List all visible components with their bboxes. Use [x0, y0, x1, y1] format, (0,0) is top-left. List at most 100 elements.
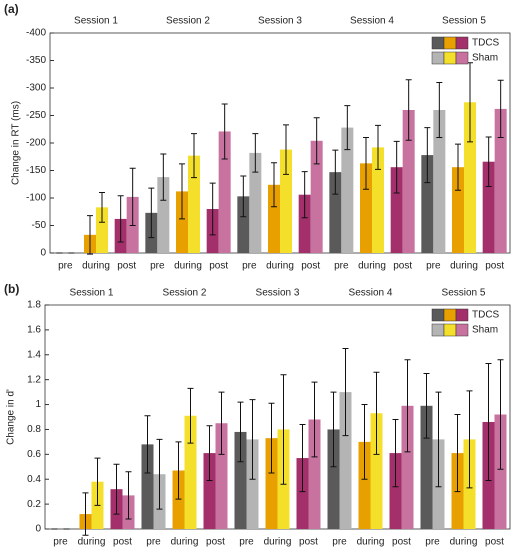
- error-bar: [237, 401, 244, 463]
- bar: [341, 127, 354, 253]
- bar: [215, 423, 228, 529]
- error-bar: [301, 171, 308, 219]
- bar: [358, 441, 371, 529]
- error-bar: [249, 399, 256, 480]
- error-bar: [221, 103, 228, 160]
- legend-swatch: [455, 36, 469, 50]
- legend-swatch: [443, 308, 457, 322]
- x-tick-label: during: [358, 261, 386, 272]
- bar: [298, 194, 311, 253]
- error-bar: [129, 167, 136, 226]
- bar: [464, 102, 476, 253]
- y-tick-label: 0.8: [27, 424, 41, 435]
- session-label: Session 3: [258, 16, 302, 27]
- session-label: Session 3: [256, 288, 300, 299]
- legend-swatch: [443, 51, 457, 65]
- bar: [157, 177, 170, 253]
- x-tick-label: pre: [239, 537, 254, 548]
- bar: [433, 110, 446, 253]
- error-bar: [466, 390, 473, 489]
- bar: [268, 184, 280, 253]
- bar: [360, 163, 372, 253]
- error-bar: [94, 457, 101, 506]
- error-bar: [240, 175, 247, 218]
- legend-label: TDCS: [472, 38, 500, 49]
- bar: [172, 470, 185, 529]
- legend-swatch: [455, 51, 469, 65]
- y-tick-label: 1.4: [27, 349, 41, 360]
- bar: [176, 191, 188, 253]
- error-bar: [283, 124, 289, 175]
- error-bar: [392, 418, 399, 488]
- error-bar: [82, 492, 89, 536]
- x-tick-label: pre: [53, 537, 68, 548]
- bar: [452, 167, 464, 253]
- error-bar: [209, 182, 216, 236]
- error-bar: [332, 149, 339, 195]
- error-bar: [271, 162, 277, 208]
- session-label: Session 4: [350, 16, 394, 27]
- bar: [296, 458, 309, 529]
- error-bar: [404, 359, 411, 453]
- bar: [327, 429, 340, 529]
- error-bar: [497, 359, 504, 470]
- x-tick-label: pre: [334, 261, 349, 272]
- error-bar: [179, 163, 185, 220]
- error-bar: [175, 441, 182, 500]
- x-tick-label: during: [266, 261, 294, 272]
- error-bar: [436, 82, 443, 138]
- error-bar: [218, 391, 225, 455]
- bar: [372, 147, 384, 253]
- error-bar: [330, 391, 337, 468]
- bar: [265, 438, 278, 529]
- error-bar: [393, 140, 400, 194]
- y-tick-label: -250: [26, 110, 46, 121]
- bar: [329, 172, 342, 253]
- x-tick-label: during: [174, 261, 202, 272]
- y-axis-label: Change in d': [6, 389, 17, 445]
- legend-swatch: [455, 308, 469, 322]
- bar: [494, 108, 507, 254]
- legend-swatch: [455, 323, 469, 337]
- x-tick-label: during: [450, 261, 478, 272]
- y-tick-label: -200: [26, 138, 46, 149]
- error-bar: [375, 124, 381, 170]
- x-tick-label: during: [82, 261, 110, 272]
- x-tick-label: during: [171, 537, 199, 548]
- y-tick-label: -400: [26, 28, 46, 39]
- bar: [234, 431, 247, 529]
- x-tick-label: during: [357, 537, 385, 548]
- bar: [370, 413, 383, 529]
- session-label: Session 4: [349, 288, 393, 299]
- bar: [421, 155, 434, 253]
- legend-swatch: [443, 36, 457, 50]
- error-bar: [117, 195, 124, 243]
- bar: [203, 453, 216, 529]
- y-tick-label: -100: [26, 193, 46, 204]
- error-bar: [497, 79, 504, 138]
- x-tick-label: post: [392, 537, 411, 548]
- bar: [390, 167, 403, 253]
- x-tick-label: post: [117, 261, 136, 272]
- y-tick-label: -150: [26, 165, 46, 176]
- x-tick-label: during: [450, 537, 478, 548]
- bar: [184, 415, 197, 529]
- error-bar: [344, 105, 351, 151]
- y-tick-label: 0.4: [27, 474, 41, 485]
- x-tick-label: post: [393, 261, 412, 272]
- y-tick-label: -50: [32, 220, 47, 231]
- session-label: Session 1: [74, 16, 118, 27]
- y-tick-label: 0.6: [27, 449, 41, 460]
- y-tick-label: 0: [35, 524, 41, 535]
- error-bar: [424, 127, 431, 184]
- x-tick-label: pre: [242, 261, 257, 272]
- error-bar: [113, 463, 120, 515]
- error-bar: [252, 133, 259, 173]
- y-tick-label: -350: [26, 55, 46, 66]
- legend-swatch: [431, 36, 445, 50]
- bar: [246, 439, 259, 529]
- error-bar: [455, 143, 461, 191]
- session-label: Session 2: [166, 16, 210, 27]
- panel-label: (b): [4, 282, 19, 296]
